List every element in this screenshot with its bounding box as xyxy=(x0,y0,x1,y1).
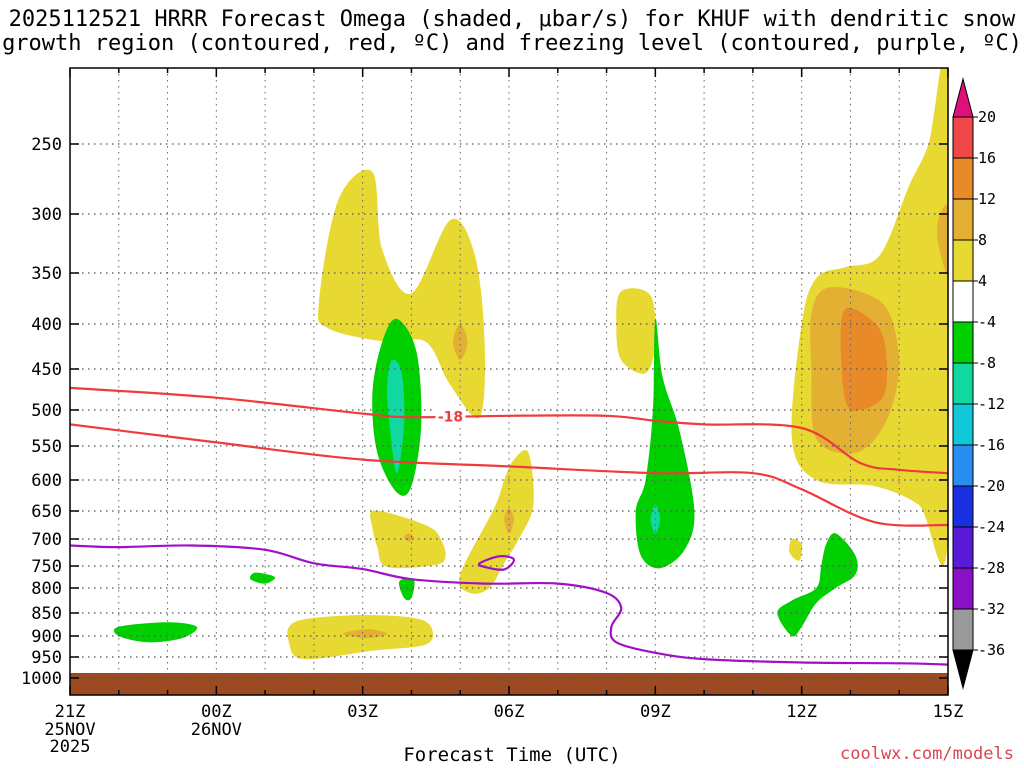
colorbar-label: -16 xyxy=(978,436,1005,454)
omega-region xyxy=(635,318,695,569)
colorbar-segment xyxy=(952,116,974,159)
omega-region xyxy=(937,204,948,274)
y-tick-label: 750 xyxy=(31,557,62,577)
dgz-contour-label: -18 xyxy=(438,409,463,425)
freezing-level-contour xyxy=(70,544,948,666)
colorbar-label: -12 xyxy=(978,395,1005,413)
chart-title-line-2: growth region (contoured, red, ºC) and f… xyxy=(2,31,1022,56)
colorbar-segment xyxy=(952,526,974,569)
x-tick-label: 06Z xyxy=(494,702,525,722)
contour-lines: -18 xyxy=(70,386,948,666)
omega-region xyxy=(249,572,276,584)
x-tick-sublabel: 26NOV xyxy=(191,720,242,740)
omega-region xyxy=(616,288,656,374)
credit-link[interactable]: coolwx.com/models xyxy=(840,744,1014,764)
colorbar-label: 8 xyxy=(978,231,987,249)
colorbar-label: 4 xyxy=(978,272,987,290)
colorbar-label: -4 xyxy=(978,313,996,331)
y-tick-label: 800 xyxy=(31,579,62,599)
omega-region xyxy=(113,622,198,643)
plot-frame xyxy=(69,67,949,696)
colorbar-label: -24 xyxy=(978,518,1005,536)
colorbar-label: 16 xyxy=(978,149,996,167)
colorbar-segment xyxy=(952,239,974,282)
y-tick-label: 450 xyxy=(31,360,62,380)
colorbar-segment xyxy=(952,403,974,446)
colorbar-label: 20 xyxy=(978,108,996,126)
omega-region xyxy=(840,307,888,412)
y-tick-label: 650 xyxy=(31,502,62,522)
dgz-label-background xyxy=(435,408,466,425)
omega-region xyxy=(789,538,803,561)
y-tick-label: 550 xyxy=(31,437,62,457)
ground-surface xyxy=(70,673,948,695)
colorbar-segment xyxy=(952,485,974,528)
omega-colorbar: -36 -32 -28 -24 -20 -16 -12 -8 -4 4 8 12 16 20 xyxy=(952,77,1005,690)
omega-region xyxy=(398,577,415,601)
colorbar-top-extend xyxy=(952,77,974,118)
y-tick-label: 850 xyxy=(31,604,62,624)
x-axis-title: Forecast Time (UTC) xyxy=(403,744,621,766)
dgz-top-contour xyxy=(70,386,948,475)
colorbar-segment xyxy=(952,608,974,651)
colorbar-segment xyxy=(952,280,974,323)
y-tick-label: 600 xyxy=(31,471,62,491)
colorbar-segment xyxy=(952,157,974,200)
omega-region xyxy=(452,324,468,360)
colorbar-label: -28 xyxy=(978,559,1005,577)
x-tick-label: 09Z xyxy=(640,702,671,722)
colorbar-label: 12 xyxy=(978,190,996,208)
y-tick-label: 500 xyxy=(31,401,62,421)
omega-shading xyxy=(113,68,948,660)
x-tick-sublabel: 25NOV xyxy=(44,720,95,740)
y-tick-label: 1000 xyxy=(21,669,62,689)
colorbar-segment xyxy=(952,321,974,364)
colorbar-label: -36 xyxy=(978,641,1005,659)
y-tick-label: 900 xyxy=(31,627,62,647)
omega-region xyxy=(504,507,514,534)
omega-region xyxy=(459,450,534,594)
colorbar-bottom-extend xyxy=(952,649,974,690)
x-tick-sublabel: 2025 xyxy=(50,737,91,757)
chart-title-line-1: 2025112521 HRRR Forecast Omega (shaded, … xyxy=(8,7,1016,32)
y-tick-label: 400 xyxy=(31,315,62,335)
y-tick-label: 350 xyxy=(31,264,62,284)
omega-region xyxy=(317,169,485,419)
x-tick-label: 21Z xyxy=(55,702,86,722)
x-tick-label: 00Z xyxy=(201,702,232,722)
y-tick-label: 300 xyxy=(31,205,62,225)
x-tick-label: 03Z xyxy=(347,702,378,722)
omega-region xyxy=(404,533,414,542)
y-tick-label: 950 xyxy=(31,648,62,668)
colorbar-label: -8 xyxy=(978,354,996,372)
colorbar-label: -32 xyxy=(978,600,1005,618)
x-tick-label: 15Z xyxy=(933,702,964,722)
colorbar-segment xyxy=(952,198,974,241)
y-tick-label: 700 xyxy=(31,530,62,550)
freezing-level-loop xyxy=(477,555,516,571)
dgz-bottom-contour xyxy=(70,423,948,527)
colorbar-segment xyxy=(952,444,974,487)
x-tick-label: 12Z xyxy=(786,702,817,722)
colorbar-segment xyxy=(952,362,974,405)
y-tick-label: 250 xyxy=(31,135,62,155)
colorbar-segment xyxy=(952,567,974,610)
omega-region xyxy=(777,533,858,637)
colorbar-label: -20 xyxy=(978,477,1005,495)
